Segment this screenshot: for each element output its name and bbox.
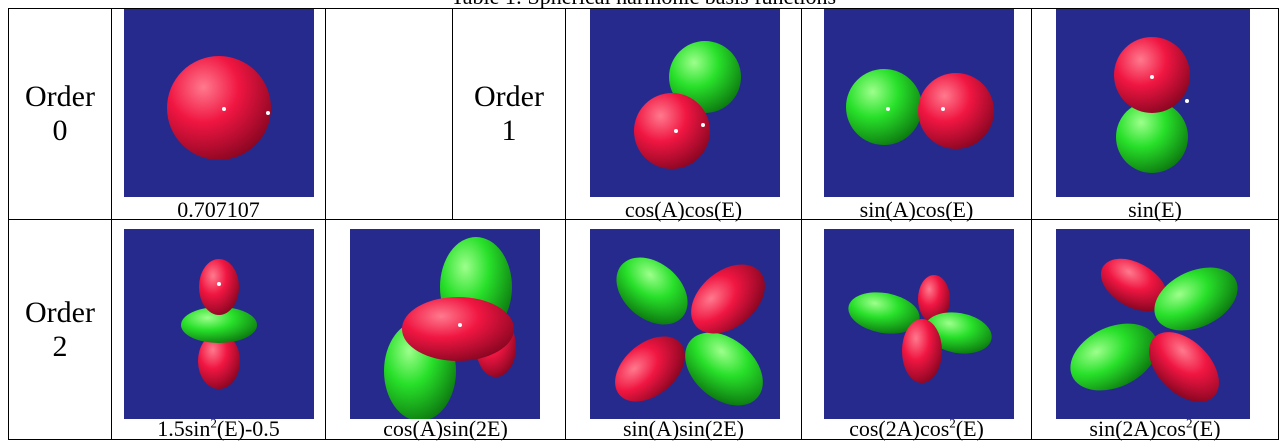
cell-order0-constant: 0.707107 xyxy=(111,8,326,222)
order-0-label: Order 0 xyxy=(8,8,112,220)
harmonic-render xyxy=(590,229,780,419)
dipole-render xyxy=(846,69,994,149)
quadrupole-render xyxy=(1070,258,1238,402)
harmonic-render xyxy=(824,9,1014,197)
function-label: sin(2A)cos2(E) xyxy=(1089,415,1221,441)
function-label: sin(A)cos(E) xyxy=(859,197,974,222)
function-label: cos(A)sin(2E) xyxy=(383,416,508,441)
harmonic-render xyxy=(590,9,780,197)
function-label: cos(A)cos(E) xyxy=(624,197,743,222)
order-word: Order xyxy=(25,80,95,113)
cell-order2-sinAsin2E: sin(A)sin(2E) xyxy=(565,219,802,441)
order-number: 2 xyxy=(52,329,68,363)
table-caption: Table 1: Spherical harmonic basis functi… xyxy=(0,0,1287,8)
harmonic-render xyxy=(124,9,314,197)
cell-order1-sinE: sin(E) xyxy=(1031,8,1279,222)
quadrupole-render xyxy=(848,275,992,383)
order-word: Order xyxy=(25,295,95,329)
cell-order2-cosAsin2E: cos(A)sin(2E) xyxy=(325,219,566,441)
dipole-render xyxy=(634,41,741,169)
order-1-label: Order 1 xyxy=(452,8,566,220)
cell-order2-cos2Acos2E: cos(2A)cos2(E) xyxy=(801,219,1032,441)
quadrupole-render xyxy=(384,237,516,419)
order-number: 1 xyxy=(501,114,517,147)
cell-order2-zonal: 1.5sin2(E)-0.5 xyxy=(111,219,326,441)
harmonic-render xyxy=(124,229,314,419)
dipole-render xyxy=(1114,37,1190,173)
quadrupole-render xyxy=(615,257,765,406)
order-2-label: Order 2 xyxy=(8,219,112,440)
harmonic-render xyxy=(824,229,1014,419)
function-label: sin(A)sin(2E) xyxy=(623,416,744,441)
function-label: cos(2A)cos2(E) xyxy=(849,415,984,441)
harmonic-render xyxy=(1056,229,1250,419)
order-number: 0 xyxy=(52,114,68,147)
quadrupole-render xyxy=(181,259,257,389)
function-label: 0.707107 xyxy=(177,197,260,222)
cell-order1-cosAcosE: cos(A)cos(E) xyxy=(565,8,802,222)
cell-order2-sin2Acos2E: sin(2A)cos2(E) xyxy=(1031,219,1279,441)
harmonic-render xyxy=(350,229,540,419)
function-label: 1.5sin2(E)-0.5 xyxy=(157,415,280,441)
function-label: sin(E) xyxy=(1128,197,1182,222)
harmonic-render xyxy=(1056,9,1250,197)
sphere-render xyxy=(167,56,271,160)
order-word: Order xyxy=(474,80,544,113)
empty-cell xyxy=(326,8,453,220)
cell-order1-sinAcosE: sin(A)cos(E) xyxy=(801,8,1032,222)
